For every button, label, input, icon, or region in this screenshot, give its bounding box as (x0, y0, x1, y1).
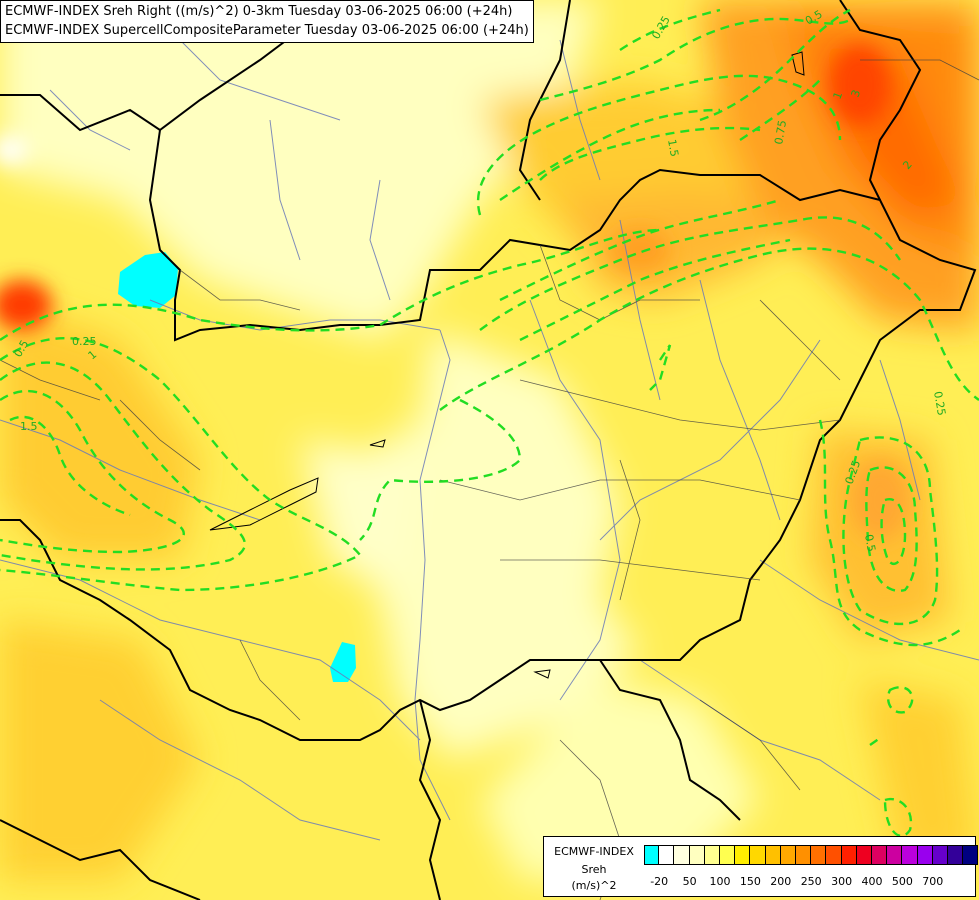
legend-swatch (963, 845, 979, 865)
legend-swatch (720, 845, 736, 865)
legend-unit: (m/s)^2 (571, 879, 617, 892)
legend-swatch (872, 845, 888, 865)
contour-label: 1.5 (20, 420, 38, 433)
rivers (0, 39, 979, 841)
legend-swatch (826, 845, 842, 865)
legend-tick-label: 250 (800, 875, 822, 888)
legend-tick-label: 150 (739, 875, 761, 888)
legend-tick-label: 50 (682, 875, 697, 888)
legend-swatch (674, 845, 690, 865)
contour-label: 0.75 (772, 119, 789, 145)
scp-contours (0, 8, 979, 837)
legend-swatch (902, 845, 918, 865)
contour-label: 3 (849, 88, 864, 99)
legend-swatch (948, 845, 964, 865)
legend-source: ECMWF-INDEX (554, 845, 634, 858)
contour-label: 0.25 (72, 335, 97, 348)
contour-label: 0.5 (862, 533, 878, 552)
legend-swatch (887, 845, 903, 865)
legend-swatch (735, 845, 751, 865)
legend-param: Sreh (581, 863, 607, 876)
legend-tick-label: 400 (861, 875, 883, 888)
contour-label: 1 (831, 90, 846, 101)
legend-swatch (644, 845, 660, 865)
legend-swatch (917, 845, 933, 865)
legend-tick-label: -20 (650, 875, 669, 888)
contour-label: 1.5 (665, 138, 681, 157)
legend-swatch (856, 845, 872, 865)
title-line-2: ECMWF-INDEX SupercellCompositeParameter … (5, 23, 529, 38)
legend-swatch (932, 845, 948, 865)
legend-swatch (750, 845, 766, 865)
legend-swatch (841, 845, 857, 865)
legend-tick-label: 500 (891, 875, 913, 888)
legend-swatch (659, 845, 675, 865)
color-legend: ECMWF-INDEX Sreh (m/s)^2 -20 50 100 150 200 2… (543, 836, 979, 897)
legend-tick-label: 100 (709, 875, 731, 888)
legend-swatch (811, 845, 827, 865)
legend-tick-label: 200 (770, 875, 792, 888)
contour-label: 0.25 (931, 390, 948, 416)
legend-swatch (796, 845, 812, 865)
legend-tick-label: 700 (922, 875, 944, 888)
map-title: ECMWF-INDEX Sreh Right ((m/s)^2) 0-3km T… (0, 0, 534, 43)
legend-swatch (765, 845, 781, 865)
legend-swatch (689, 845, 705, 865)
legend-swatch (704, 845, 720, 865)
title-line-1: ECMWF-INDEX Sreh Right ((m/s)^2) 0-3km T… (5, 4, 513, 19)
legend-swatch (780, 845, 796, 865)
legend-tick-label: 300 (831, 875, 853, 888)
